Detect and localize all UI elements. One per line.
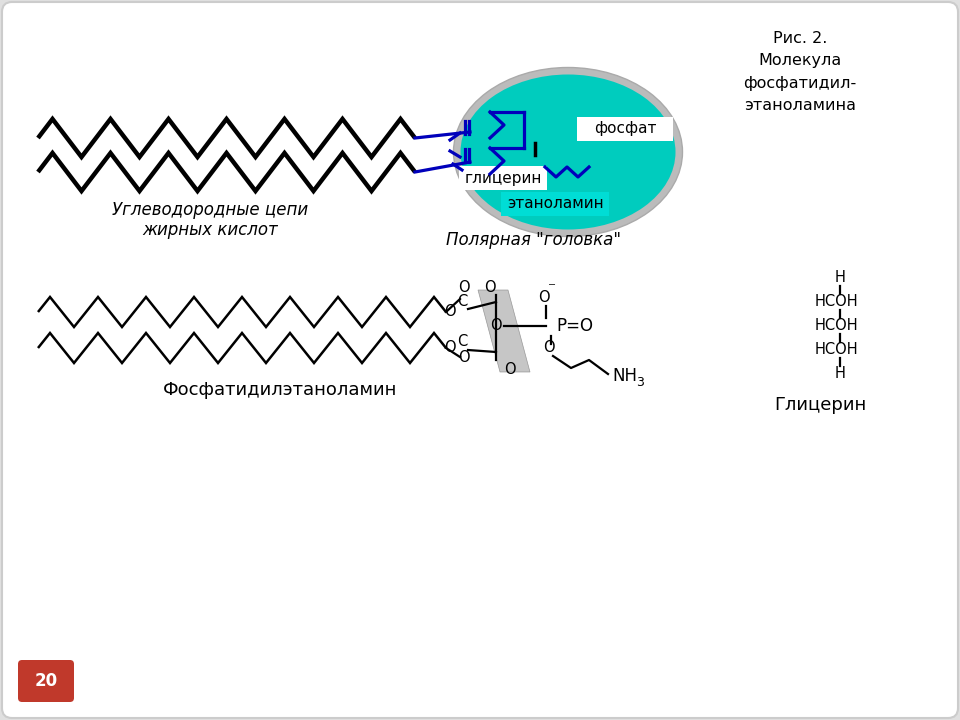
Text: O: O (539, 290, 550, 305)
Text: 3: 3 (636, 376, 644, 389)
Text: O: O (543, 341, 555, 356)
Text: H: H (834, 271, 846, 286)
Text: Полярная "головка": Полярная "головка" (445, 231, 620, 249)
Text: O: O (484, 279, 495, 294)
Text: Углеводородные цепи: Углеводородные цепи (112, 201, 308, 219)
Text: O: O (504, 362, 516, 377)
Text: NH: NH (612, 367, 637, 385)
Text: этаноламин: этаноламин (507, 197, 603, 212)
FancyBboxPatch shape (577, 117, 673, 141)
Text: HCOH: HCOH (814, 343, 858, 358)
Text: O: O (491, 318, 502, 333)
Text: O: O (444, 340, 456, 354)
Text: жирных кислот: жирных кислот (142, 221, 277, 239)
Ellipse shape (453, 68, 683, 236)
Text: Глицерин: Глицерин (774, 396, 866, 414)
Text: HCOH: HCOH (814, 294, 858, 310)
FancyBboxPatch shape (501, 192, 609, 216)
Text: Фосфатидилэтаноламин: Фосфатидилэтаноламин (163, 381, 397, 399)
Text: C: C (457, 335, 468, 349)
Polygon shape (478, 290, 530, 372)
Ellipse shape (461, 74, 676, 230)
Text: HCOH: HCOH (814, 318, 858, 333)
Text: ⁻: ⁻ (548, 281, 556, 295)
FancyBboxPatch shape (18, 660, 74, 702)
Text: фосфат: фосфат (593, 122, 657, 137)
Text: H: H (834, 366, 846, 382)
Text: O: O (458, 279, 469, 294)
Text: O: O (444, 305, 456, 320)
Text: C: C (457, 294, 468, 310)
Text: P=O: P=O (556, 317, 593, 335)
Text: Рис. 2.
Молекула
фосфатидил-
этаноламина: Рис. 2. Молекула фосфатидил- этаноламина (743, 31, 856, 113)
FancyBboxPatch shape (459, 166, 547, 190)
Text: 20: 20 (35, 672, 58, 690)
Text: глицерин: глицерин (465, 171, 541, 186)
Text: O: O (458, 349, 469, 364)
